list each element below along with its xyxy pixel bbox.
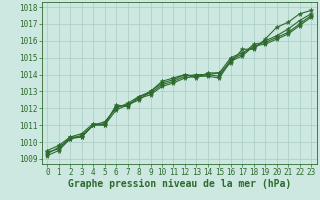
X-axis label: Graphe pression niveau de la mer (hPa): Graphe pression niveau de la mer (hPa) xyxy=(68,179,291,189)
